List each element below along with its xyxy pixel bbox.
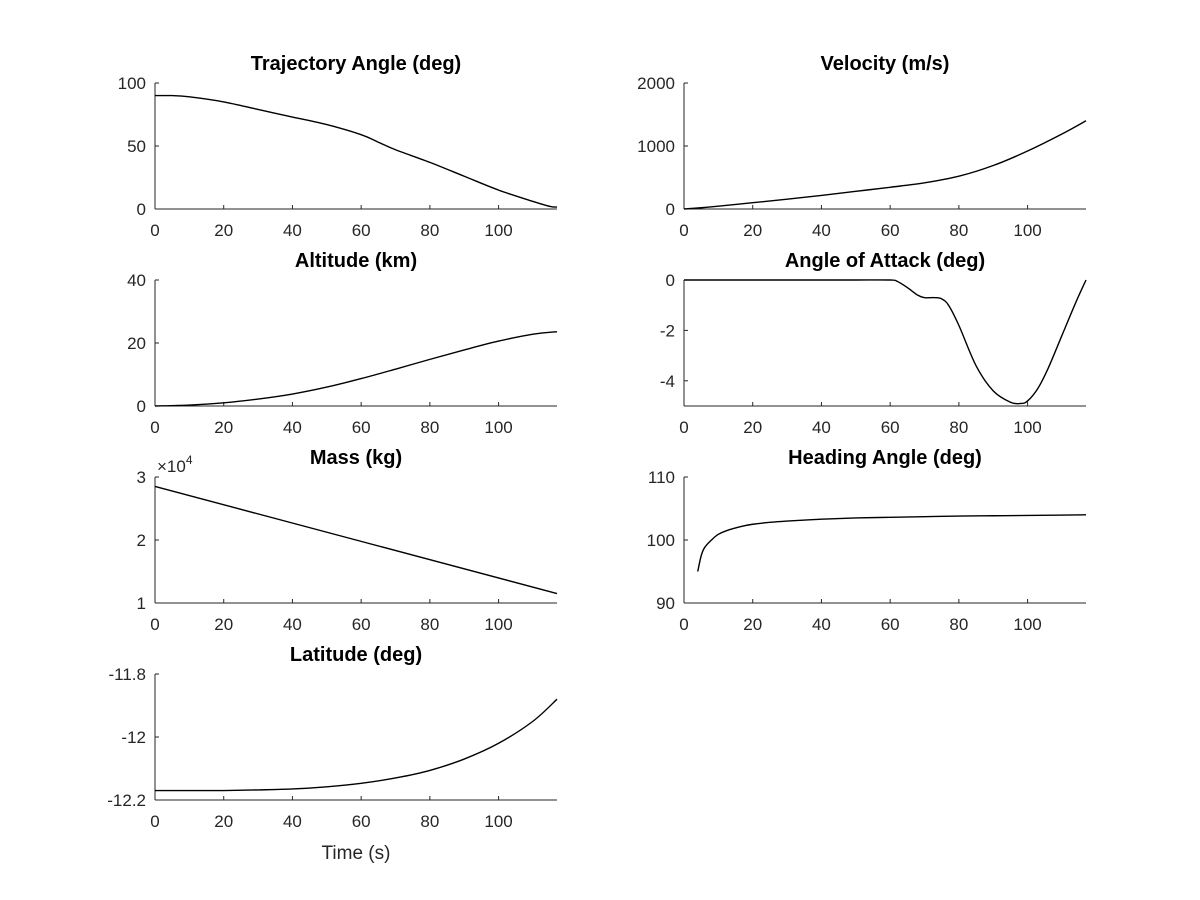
- y-tick-label: 100: [118, 74, 146, 93]
- x-tick-label: 20: [743, 221, 762, 240]
- y-tick-label: 110: [648, 468, 675, 487]
- x-tick-label: 60: [352, 615, 371, 634]
- series-line: [683, 120, 1087, 210]
- x-tick-label: 60: [881, 221, 900, 240]
- y-tick-label: 3: [137, 468, 146, 487]
- x-tick-label: 60: [352, 418, 371, 437]
- subplot-title: Heading Angle (deg): [788, 447, 982, 469]
- x-tick-label: 100: [1013, 615, 1041, 634]
- subplot-3: 0 20 40 60 80 100 0 20 40 Altitude (km): [127, 250, 558, 437]
- y-tick-label: -4: [660, 372, 675, 391]
- x-tick-label: 0: [150, 812, 159, 831]
- x-tick-label: 60: [881, 615, 900, 634]
- y-tick-label: 20: [127, 334, 146, 353]
- x-tick-label: 40: [812, 615, 831, 634]
- subplot-title: Trajectory Angle (deg): [251, 53, 461, 75]
- series-line: [697, 514, 1087, 572]
- y-tick-label: -12: [121, 728, 146, 747]
- subplot-1: 0 20 40 60 80 100 0 50 100 Trajectory Angle (deg): [118, 53, 558, 240]
- subplot-title: Latitude (deg): [290, 644, 422, 666]
- y-tick-label: 90: [656, 594, 675, 613]
- x-tick-label: 40: [283, 221, 302, 240]
- x-tick-label: 40: [812, 418, 831, 437]
- subplot-title: Mass (kg): [310, 447, 402, 469]
- subplot-title: Angle of Attack (deg): [785, 250, 985, 272]
- x-tick-label: 40: [283, 812, 302, 831]
- x-tick-label: 0: [679, 418, 688, 437]
- y-exponent-label: ×104: [157, 453, 193, 476]
- x-tick-label: 60: [352, 812, 371, 831]
- y-tick-label: 50: [127, 137, 146, 156]
- series-line: [154, 330, 558, 407]
- subplot-7: 0 20 40 60 80 100 -12.2 -12 -11.8 Latitude (deg) T…: [107, 644, 558, 864]
- x-axis-label: Time (s): [322, 843, 391, 864]
- x-tick-label: 100: [1013, 418, 1041, 437]
- x-tick-label: 40: [812, 221, 831, 240]
- x-tick-label: 80: [420, 812, 439, 831]
- x-tick-label: 20: [214, 812, 233, 831]
- y-tick-label: -2: [660, 321, 675, 340]
- y-tick-label: 0: [666, 271, 675, 290]
- x-tick-label: 100: [484, 418, 512, 437]
- y-tick-label: 40: [127, 271, 146, 290]
- x-tick-label: 20: [214, 615, 233, 634]
- y-tick-label: 0: [666, 200, 675, 219]
- series-line: [154, 94, 558, 208]
- y-tick-label: 0: [137, 397, 146, 416]
- x-tick-label: 20: [214, 221, 233, 240]
- x-tick-label: 80: [949, 221, 968, 240]
- x-tick-label: 100: [1013, 221, 1041, 240]
- x-tick-label: 0: [150, 418, 159, 437]
- x-tick-label: 60: [352, 221, 371, 240]
- y-tick-label: 1: [137, 594, 146, 613]
- y-tick-label: 2000: [637, 74, 675, 93]
- x-tick-label: 80: [949, 418, 968, 437]
- x-tick-label: 40: [283, 418, 302, 437]
- y-tick-label: 100: [647, 531, 675, 550]
- y-tick-label: -12.2: [107, 791, 146, 810]
- subplot-title: Altitude (km): [295, 250, 417, 272]
- x-tick-label: 20: [214, 418, 233, 437]
- x-tick-label: 100: [484, 615, 512, 634]
- x-tick-label: 100: [484, 812, 512, 831]
- x-tick-label: 0: [150, 615, 159, 634]
- x-tick-label: 40: [283, 615, 302, 634]
- x-tick-label: 60: [881, 418, 900, 437]
- subplot-4: 0 20 40 60 80 100 -4 -2 0 Angle of Attack (deg): [660, 250, 1087, 437]
- x-tick-label: 100: [484, 221, 512, 240]
- y-tick-label: 2: [137, 531, 146, 550]
- subplot-6: 0 20 40 60 80 100 90 100 110 Heading Angle (deg): [647, 447, 1087, 634]
- subplot-title: Velocity (m/s): [821, 53, 950, 75]
- x-tick-label: 80: [420, 221, 439, 240]
- x-tick-label: 0: [150, 221, 159, 240]
- x-tick-label: 20: [743, 615, 762, 634]
- x-tick-label: 20: [743, 418, 762, 437]
- x-tick-label: 0: [679, 615, 688, 634]
- y-tick-label: -11.8: [109, 665, 147, 684]
- x-tick-label: 80: [949, 615, 968, 634]
- x-tick-label: 0: [679, 221, 688, 240]
- y-tick-label: 1000: [637, 137, 675, 156]
- subplot-5: 0 20 40 60 80 100 1 2 3 ×104 Mass (kg): [137, 447, 558, 634]
- x-tick-label: 80: [420, 615, 439, 634]
- y-tick-label: 0: [137, 200, 146, 219]
- series-line: [684, 279, 1087, 405]
- series-line: [154, 698, 558, 792]
- x-tick-label: 80: [420, 418, 439, 437]
- series-line: [154, 485, 558, 595]
